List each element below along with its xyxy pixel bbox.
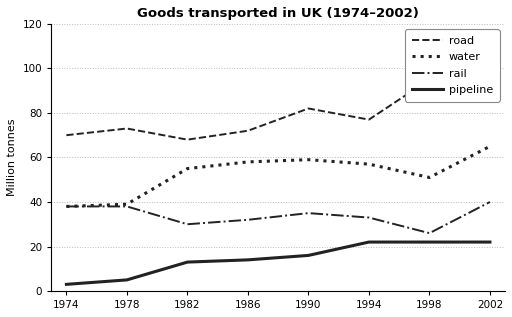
pipeline: [305, 254, 311, 257]
water: [184, 167, 190, 171]
road: [426, 78, 433, 81]
water: [426, 176, 433, 179]
rail: [487, 200, 493, 204]
road: [245, 129, 251, 133]
rail: [305, 211, 311, 215]
Y-axis label: Million tonnes: Million tonnes: [7, 119, 17, 196]
Title: Goods transported in UK (1974–2002): Goods transported in UK (1974–2002): [137, 7, 419, 20]
water: [63, 204, 70, 208]
Legend: road, water, rail, pipeline: road, water, rail, pipeline: [406, 29, 500, 101]
pipeline: [63, 282, 70, 286]
Line: rail: rail: [67, 202, 490, 233]
rail: [366, 216, 372, 219]
water: [487, 145, 493, 148]
Line: water: water: [67, 146, 490, 206]
pipeline: [366, 240, 372, 244]
road: [487, 73, 493, 77]
road: [366, 118, 372, 121]
rail: [124, 204, 130, 208]
Line: road: road: [67, 75, 490, 140]
rail: [63, 204, 70, 208]
water: [245, 160, 251, 164]
pipeline: [184, 260, 190, 264]
water: [366, 162, 372, 166]
road: [63, 133, 70, 137]
rail: [245, 218, 251, 222]
road: [184, 138, 190, 142]
road: [124, 126, 130, 130]
water: [124, 202, 130, 206]
rail: [426, 231, 433, 235]
road: [305, 107, 311, 110]
pipeline: [245, 258, 251, 262]
pipeline: [487, 240, 493, 244]
Line: pipeline: pipeline: [67, 242, 490, 284]
water: [305, 158, 311, 162]
pipeline: [124, 278, 130, 282]
pipeline: [426, 240, 433, 244]
rail: [184, 222, 190, 226]
